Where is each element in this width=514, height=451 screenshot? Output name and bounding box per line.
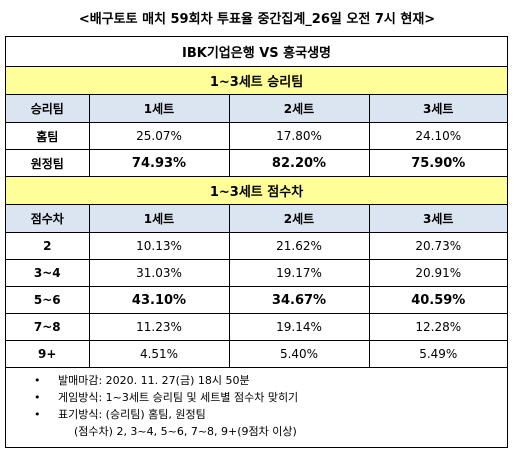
match-row: IBK기업은행 VS 흥국생명 (6, 37, 508, 67)
section-row: 1~3세트 승리팀 (6, 66, 508, 95)
value-cell: 82.20% (228, 149, 370, 177)
value-cell: 4.51% (88, 340, 230, 368)
value-cell: 20.73% (368, 232, 508, 260)
value-cell: 10.13% (88, 232, 230, 260)
note: 표기방식: (승리팀) 홈팀, 원정팀 (34, 406, 507, 423)
data-row: 2 10.13% 21.62% 20.73% (6, 232, 508, 260)
header-cell: 1세트 (88, 204, 230, 233)
data-row: 7~8 11.23% 19.14% 12.28% (6, 313, 508, 341)
value-cell: 5.49% (368, 340, 508, 368)
row-label: 7~8 (6, 313, 90, 341)
section-title: 1~3세트 승리팀 (6, 66, 508, 95)
row-label: 2 (6, 232, 90, 260)
value-cell: 74.93% (88, 149, 230, 177)
value-cell: 11.23% (88, 313, 230, 341)
data-row: 5~6 43.10% 34.67% 40.59% (6, 286, 508, 314)
value-cell: 34.67% (228, 286, 370, 314)
header-row: 승리팀 1세트 2세트 3세트 (6, 94, 508, 123)
value-cell: 19.17% (228, 259, 370, 287)
header-cell: 승리팀 (6, 94, 90, 123)
header-cell: 1세트 (88, 94, 230, 123)
row-label: 9+ (6, 340, 90, 368)
header-cell: 3세트 (368, 204, 508, 233)
value-cell: 20.91% (368, 259, 508, 287)
header-cell: 3세트 (368, 94, 508, 123)
value-cell: 21.62% (228, 232, 370, 260)
note: 발매마감: 2020. 11. 27(금) 18시 50분 (34, 372, 507, 389)
value-cell: 25.07% (88, 122, 230, 150)
note: (점수차) 2, 3~4, 5~6, 7~8, 9+(9점차 이상) (74, 425, 297, 438)
row-label: 홈팀 (6, 122, 90, 150)
section-title: 1~3세트 점수차 (6, 176, 508, 205)
value-cell: 43.10% (88, 286, 230, 314)
data-row: 9+ 4.51% 5.40% 5.49% (6, 340, 508, 368)
data-row: 원정팀 74.93% 82.20% 75.90% (6, 149, 508, 177)
row-label: 5~6 (6, 286, 90, 314)
value-cell: 75.90% (368, 149, 508, 177)
row-label: 원정팀 (6, 149, 90, 177)
vote-table: IBK기업은행 VS 흥국생명 1~3세트 승리팀 승리팀 1세트 2세트 3세트 홈팀 25… (6, 37, 508, 368)
data-row: 홈팀 25.07% 17.80% 24.10% (6, 122, 508, 150)
value-cell: 24.10% (368, 122, 508, 150)
notes: 발매마감: 2020. 11. 27(금) 18시 50분게임방식: 1~3세트… (6, 368, 507, 440)
vote-table-box: IBK기업은행 VS 흥국생명 1~3세트 승리팀 승리팀 1세트 2세트 3세트 홈팀 25… (5, 36, 508, 448)
header-cell: 점수차 (6, 204, 90, 233)
row-label: 3~4 (6, 259, 90, 287)
value-cell: 12.28% (368, 313, 508, 341)
value-cell: 31.03% (88, 259, 230, 287)
header-cell: 2세트 (228, 94, 370, 123)
value-cell: 40.59% (368, 286, 508, 314)
page-title: <배구토토 매치 59회차 투표율 중간집계_26일 오전 7시 현재> (78, 12, 436, 27)
header-row: 점수차 1세트 2세트 3세트 (6, 204, 508, 233)
value-cell: 5.40% (228, 340, 370, 368)
note: 게임방식: 1~3세트 승리팀 및 세트별 점수차 맞히기 (34, 389, 507, 406)
value-cell: 19.14% (228, 313, 370, 341)
section-row: 1~3세트 점수차 (6, 176, 508, 205)
data-row: 3~4 31.03% 19.17% 20.91% (6, 259, 508, 287)
header-cell: 2세트 (228, 204, 370, 233)
value-cell: 17.80% (228, 122, 370, 150)
match-title: IBK기업은행 VS 흥국생명 (6, 37, 508, 67)
